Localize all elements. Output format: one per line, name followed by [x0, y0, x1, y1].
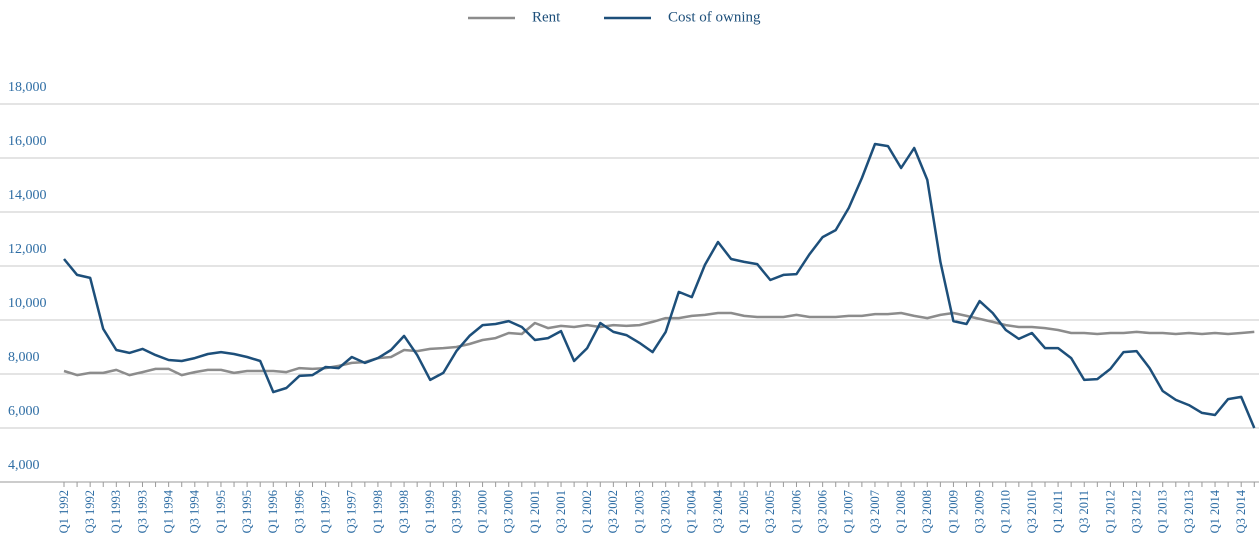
x-tick-label: Q1 1998	[371, 490, 385, 533]
x-tick-label: Q3 1997	[345, 490, 359, 533]
x-tick-label: Q3 1998	[397, 490, 411, 533]
x-tick-label: Q3 2006	[816, 490, 830, 533]
x-tick-label: Q3 2000	[502, 490, 516, 533]
y-tick-label: 14,000	[8, 188, 47, 203]
x-tick-label: Q1 2007	[842, 490, 856, 533]
x-tick-label: Q3 2003	[659, 490, 673, 533]
x-tick-label: Q1 1997	[318, 490, 332, 533]
legend-label: Cost of owning	[668, 9, 761, 25]
x-tick-label: Q1 1992	[57, 490, 71, 533]
x-tick-label: Q1 2001	[528, 490, 542, 533]
x-tick-label: Q1 1993	[109, 490, 123, 533]
y-tick-label: 12,000	[8, 242, 47, 257]
x-tick-label: Q3 2014	[1234, 489, 1248, 533]
x-tick-label: Q3 2004	[711, 489, 725, 533]
y-tick-label: 8,000	[8, 350, 40, 365]
x-tick-label: Q1 1995	[214, 490, 228, 533]
x-tick-label: Q3 1992	[83, 490, 97, 533]
x-tick-label: Q3 1999	[449, 490, 463, 533]
x-tick-label: Q1 1996	[266, 490, 280, 533]
x-tick-label: Q3 2012	[1129, 490, 1143, 533]
x-tick-label: Q1 2013	[1156, 490, 1170, 533]
x-tick-label: Q1 2012	[1103, 490, 1117, 533]
x-tick-label: Q1 2003	[632, 490, 646, 533]
x-tick-label: Q1 2002	[580, 490, 594, 533]
x-tick-label: Q1 2006	[789, 490, 803, 533]
legend-label: Rent	[532, 9, 561, 25]
x-tick-label: Q3 2010	[1025, 490, 1039, 533]
x-tick-label: Q3 1993	[135, 490, 149, 533]
x-tick-label: Q1 2005	[737, 490, 751, 533]
x-tick-label: Q1 2010	[999, 490, 1013, 533]
y-tick-label: 4,000	[8, 458, 40, 473]
x-tick-label: Q3 2007	[868, 490, 882, 533]
x-tick-label: Q3 1996	[292, 490, 306, 533]
x-tick-label: Q1 2004	[685, 489, 699, 533]
y-tick-label: 6,000	[8, 404, 40, 419]
x-tick-label: Q1 1999	[423, 490, 437, 533]
x-tick-label: Q3 2005	[763, 490, 777, 533]
x-tick-label: Q3 2011	[1077, 490, 1091, 533]
x-tick-label: Q3 2013	[1182, 490, 1196, 533]
x-tick-label: Q3 2002	[606, 490, 620, 533]
series-line	[63, 142, 1256, 429]
x-tick-label: Q1 1994	[162, 489, 176, 533]
y-tick-label: 18,000	[8, 80, 47, 95]
x-tick-label: Q1 2000	[475, 490, 489, 533]
x-tick-label: Q3 1995	[240, 490, 254, 533]
y-tick-label: 10,000	[8, 296, 47, 311]
x-tick-label: Q1 2009	[946, 490, 960, 533]
series-line	[63, 311, 1255, 377]
y-tick-label: 16,000	[8, 134, 47, 149]
x-tick-label: Q1 2011	[1051, 490, 1065, 533]
x-tick-label: Q1 2014	[1208, 489, 1222, 533]
x-tick-label: Q1 2008	[894, 490, 908, 533]
x-tick-label: Q3 2009	[972, 490, 986, 533]
x-tick-label: Q3 1994	[188, 489, 202, 533]
x-tick-label: Q3 2001	[554, 490, 568, 533]
x-tick-label: Q3 2008	[920, 490, 934, 533]
